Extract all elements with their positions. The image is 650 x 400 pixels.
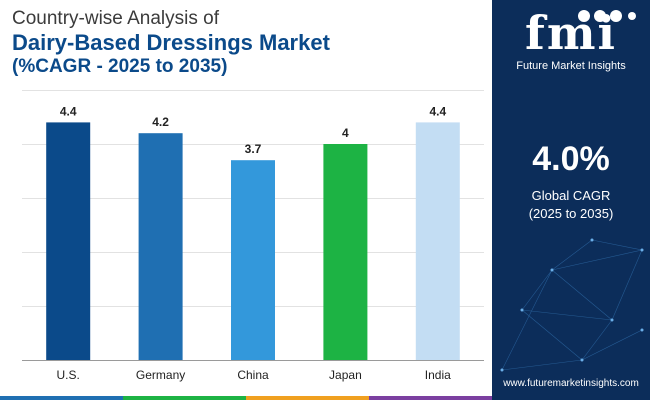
global-cagr-label: Global CAGR — [531, 188, 611, 203]
bottom-bar-segment-2 — [123, 396, 246, 400]
value-label-japan: 4 — [342, 126, 349, 140]
bar-u-s — [46, 122, 91, 361]
tick-label-germany: Germany — [136, 368, 185, 382]
value-label-china: 3.7 — [245, 142, 262, 156]
person-icon — [628, 12, 636, 20]
global-cagr-period: (2025 to 2035) — [528, 206, 614, 221]
bar-germany — [138, 133, 183, 360]
bar-india — [415, 122, 460, 361]
tick-label-u-s: U.S. — [57, 368, 80, 382]
chart-title-block: Country-wise Analysis of Dairy-Based Dre… — [12, 8, 482, 78]
bottom-bar-segment-1 — [0, 396, 123, 400]
bottom-bar-segment-3 — [246, 396, 369, 400]
sidebar-panel: fmi Future Market Insights 4.0% Global C… — [492, 0, 650, 400]
title-line-3: (%CAGR - 2025 to 2035) — [12, 56, 228, 77]
bottom-bar-segment-4 — [369, 396, 492, 400]
bar-china — [231, 160, 275, 360]
website-url: www.futuremarketinsights.com — [503, 378, 639, 389]
title-line-2: Dairy-Based Dressings Market — [12, 30, 330, 55]
title-line-1: Country-wise Analysis of — [12, 8, 219, 29]
globe-icon — [594, 10, 606, 22]
value-label-india: 4.4 — [429, 104, 446, 118]
bar-japan — [323, 144, 368, 360]
tick-label-japan: Japan — [329, 368, 362, 382]
logo-subtitle: Future Market Insights — [516, 60, 626, 72]
global-cagr-value: 4.0% — [532, 140, 610, 178]
leaf-icon — [578, 10, 590, 22]
tick-label-india: India — [425, 368, 451, 382]
logo-icons — [578, 10, 636, 22]
network-decoration — [500, 238, 644, 372]
bird-icon — [610, 10, 622, 22]
value-label-u-s: 4.4 — [60, 104, 77, 118]
value-label-germany: 4.2 — [152, 115, 169, 129]
bar-chart: 4.4 U.S. 4.2 Germany 3.7 China 4 Japan 4.4 India — [22, 90, 484, 382]
tick-label-china: China — [237, 368, 269, 382]
